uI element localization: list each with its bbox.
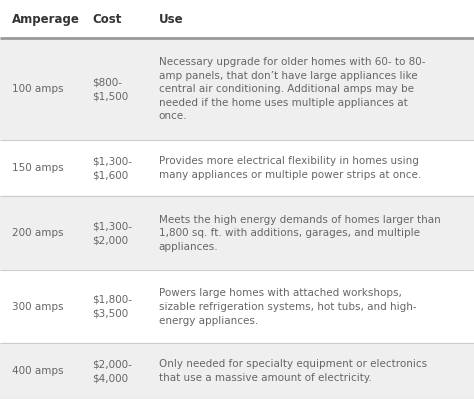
Text: $1,800-
$3,500: $1,800- $3,500 — [92, 295, 132, 319]
Text: $2,000-
$4,000: $2,000- $4,000 — [92, 359, 132, 383]
Text: 200 amps: 200 amps — [12, 228, 64, 238]
Bar — [0, 344, 474, 399]
Bar — [0, 271, 474, 344]
Bar — [0, 196, 474, 271]
Text: Powers large homes with attached workshops,
sizable refrigeration systems, hot t: Powers large homes with attached worksho… — [159, 288, 417, 326]
Text: Provides more electrical flexibility in homes using
many appliances or multiple : Provides more electrical flexibility in … — [159, 156, 421, 180]
Text: $1,300-
$1,600: $1,300- $1,600 — [92, 156, 132, 180]
Text: $800-
$1,500: $800- $1,500 — [92, 77, 128, 101]
Text: Only needed for specialty equipment or electronics
that use a massive amount of : Only needed for specialty equipment or e… — [159, 359, 427, 383]
Text: 100 amps: 100 amps — [12, 84, 64, 94]
Text: 400 amps: 400 amps — [12, 366, 64, 376]
Text: $1,300-
$2,000: $1,300- $2,000 — [92, 221, 132, 245]
Text: Necessary upgrade for older homes with 60- to 80-
amp panels, that don’t have la: Necessary upgrade for older homes with 6… — [159, 57, 425, 121]
Text: 300 amps: 300 amps — [12, 302, 64, 312]
Text: Meets the high energy demands of homes larger than
1,800 sq. ft. with additions,: Meets the high energy demands of homes l… — [159, 215, 440, 252]
Text: Cost: Cost — [92, 13, 122, 26]
Bar — [0, 0, 474, 38]
Bar — [0, 140, 474, 196]
Text: 150 amps: 150 amps — [12, 163, 64, 173]
Bar — [0, 38, 474, 140]
Text: Use: Use — [159, 13, 183, 26]
Text: Amperage: Amperage — [12, 13, 80, 26]
